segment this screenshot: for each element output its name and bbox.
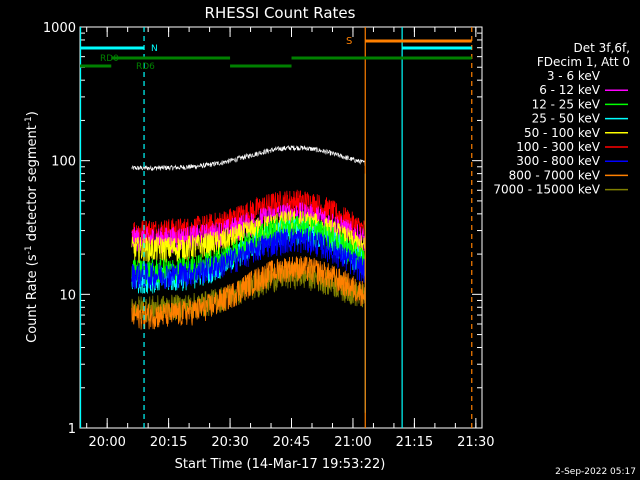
- n-label: N: [151, 44, 158, 54]
- y-tick-label: 1000: [43, 21, 76, 36]
- legend-label: 3 - 6 keV: [547, 69, 601, 83]
- legend-label: 25 - 50 keV: [532, 112, 601, 126]
- x-tick-label: 20:45: [273, 435, 310, 450]
- rd0-label: RD0: [100, 54, 119, 64]
- rd6-label: RD6: [136, 62, 155, 72]
- x-tick-label: 21:30: [457, 435, 494, 450]
- x-tick-label: 20:00: [88, 435, 125, 450]
- legend-label: 12 - 25 keV: [532, 97, 601, 111]
- series-line-12-25keV: [131, 215, 366, 285]
- x-tick-label: 21:15: [396, 435, 433, 450]
- series-line-800-7000keV: [131, 256, 366, 330]
- legend-header-line-2: FDecim 1, Att 0: [537, 55, 630, 69]
- legend-label: 100 - 300 keV: [516, 140, 600, 154]
- x-axis-label: Start Time (14-Mar-17 19:53:22): [175, 457, 386, 472]
- series-line-300-800keV: [131, 228, 366, 290]
- legend-label: 300 - 800 keV: [516, 154, 600, 168]
- footer-date: 2-Sep-2022 05:17: [555, 467, 636, 477]
- y-tick-label: 10: [59, 288, 76, 303]
- s-label: S: [346, 36, 352, 47]
- y-tick-label: 1: [68, 422, 76, 437]
- legend-label: 50 - 100 keV: [524, 126, 601, 140]
- series-line-3-6keV: [131, 144, 366, 171]
- legend-label: 7000 - 15000 keV: [493, 183, 600, 197]
- x-tick-label: 20:30: [211, 435, 248, 450]
- x-tick-label: 21:00: [334, 435, 371, 450]
- legend-label: 800 - 7000 keV: [509, 168, 601, 182]
- legend-label: 6 - 12 keV: [539, 83, 601, 97]
- chart-title: RHESSI Count Rates: [205, 4, 356, 22]
- legend-header-line-1: Det 3f,6f,: [574, 41, 631, 55]
- y-tick-label: 100: [51, 155, 76, 170]
- x-tick-label: 20:15: [150, 435, 187, 450]
- y-axis-label: Count Rate (s-1 detector segment-1): [24, 111, 40, 343]
